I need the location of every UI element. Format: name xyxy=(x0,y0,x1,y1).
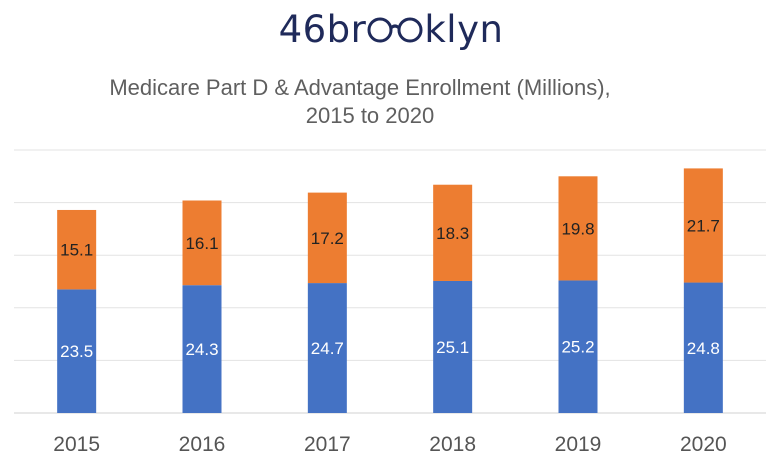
bar-2020-series-2 xyxy=(683,168,723,283)
logo-text-start: 46br xyxy=(278,8,367,51)
logo-text-end: klyn xyxy=(424,8,504,51)
bar-2019-series-1 xyxy=(558,280,598,413)
data-label-2016-series-1: 24.3 xyxy=(185,340,218,359)
chart-title-block: Medicare Part D & Advantage Enrollment (… xyxy=(60,74,660,130)
data-label-2019-series-1: 25.2 xyxy=(561,338,594,357)
brand-logo: 46br klyn xyxy=(0,8,782,51)
data-label-2020-series-2: 21.7 xyxy=(687,216,720,235)
bar-2018-series-2 xyxy=(433,184,473,281)
x-tick-2018: 2018 xyxy=(429,433,476,456)
data-label-2018-series-2: 18.3 xyxy=(436,224,469,243)
bars xyxy=(57,168,723,413)
chart-subtitle: 2015 to 2020 xyxy=(305,103,435,128)
bar-2017-series-1 xyxy=(307,283,347,413)
eyeglasses-icon xyxy=(367,17,423,43)
gridlines xyxy=(14,149,766,414)
bar-2019-series-2 xyxy=(558,176,598,281)
bar-2016-series-2 xyxy=(182,200,222,286)
bar-2018-series-1 xyxy=(433,280,473,413)
chart-title: Medicare Part D & Advantage Enrollment (… xyxy=(109,75,611,100)
x-tick-2016: 2016 xyxy=(179,433,226,456)
data-label-2015-series-2: 15.1 xyxy=(60,241,93,260)
x-axis-ticks: 2015 2016 2017 2018 2019 2020 xyxy=(53,433,726,456)
x-tick-2017: 2017 xyxy=(304,433,351,456)
data-label-2017-series-2: 17.2 xyxy=(311,229,344,248)
data-label-2016-series-2: 16.1 xyxy=(185,234,218,253)
x-tick-2019: 2019 xyxy=(555,433,602,456)
data-label-2018-series-1: 25.1 xyxy=(436,338,469,357)
data-labels: 23.5 15.1 24.3 16.1 24.7 17.2 25.1 18.3 25.2 19.8… xyxy=(60,216,720,361)
data-label-2015-series-1: 23.5 xyxy=(60,342,93,361)
data-label-2017-series-1: 24.7 xyxy=(311,339,344,358)
bar-2020-series-1 xyxy=(683,282,723,413)
bar-2015-series-1 xyxy=(57,289,97,413)
bar-2017-series-2 xyxy=(307,192,347,284)
bar-2016-series-1 xyxy=(182,285,222,413)
x-tick-2015: 2015 xyxy=(53,433,100,456)
data-label-2019-series-2: 19.8 xyxy=(561,219,594,238)
data-label-2020-series-1: 24.8 xyxy=(687,339,720,358)
x-tick-2020: 2020 xyxy=(680,433,727,456)
bar-2015-series-2 xyxy=(57,209,97,290)
